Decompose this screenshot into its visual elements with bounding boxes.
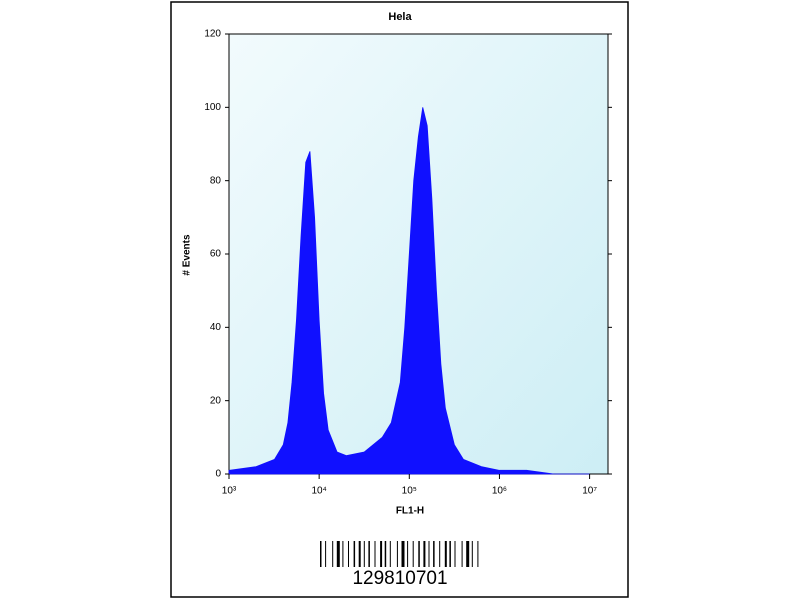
barcode-bar	[466, 541, 470, 567]
y-tick-label: 40	[210, 322, 222, 333]
barcode-bar	[401, 541, 405, 567]
barcode-bar	[428, 541, 430, 567]
barcode-bar	[380, 541, 383, 567]
barcode-bar	[325, 541, 327, 567]
y-tick-label: 100	[204, 102, 221, 113]
y-tick-label: 60	[210, 249, 222, 260]
barcode-bar	[449, 541, 451, 567]
barcode-bar	[444, 541, 447, 567]
barcode-bar	[418, 541, 420, 567]
barcode-bar	[433, 541, 435, 567]
barcode	[318, 540, 482, 568]
barcode-bar	[320, 541, 322, 567]
barcode-bar	[454, 541, 456, 567]
y-tick-label: 80	[210, 175, 222, 186]
barcode-bar	[477, 541, 479, 567]
barcode-text: 129810701	[352, 568, 447, 589]
barcode-bar	[384, 541, 387, 567]
x-tick-label: 10⁵	[402, 486, 417, 497]
barcode-bar	[342, 541, 344, 567]
barcode-bar	[412, 541, 414, 567]
barcode-bar	[353, 541, 356, 567]
barcode-bar	[407, 541, 409, 567]
y-tick-label: 120	[204, 29, 221, 40]
histogram-area	[228, 107, 590, 475]
chart-title: Hela	[388, 11, 412, 23]
barcode-bar	[363, 541, 365, 567]
x-axis-label: FL1-H	[396, 506, 424, 517]
y-axis-label: # Events	[182, 234, 193, 276]
x-tick-label: 10³	[222, 486, 237, 497]
barcode-bar	[348, 541, 349, 567]
barcode-bar	[358, 541, 361, 567]
barcode-bar	[374, 541, 376, 567]
barcode-bar	[389, 541, 391, 567]
x-tick-label: 10⁶	[492, 486, 507, 497]
x-tick-label: 10⁷	[582, 486, 597, 497]
barcode-bar	[439, 541, 441, 567]
barcode-bar	[423, 541, 426, 567]
barcode-bar	[471, 541, 473, 567]
y-tick-label: 0	[215, 469, 221, 480]
y-tick-label: 20	[210, 395, 222, 406]
barcode-bar	[332, 541, 334, 567]
barcode-bar	[368, 541, 370, 567]
x-tick-label: 10⁴	[311, 486, 326, 497]
barcode-bar	[396, 541, 398, 567]
barcode-bar	[461, 541, 463, 567]
barcode-bar	[336, 541, 340, 567]
